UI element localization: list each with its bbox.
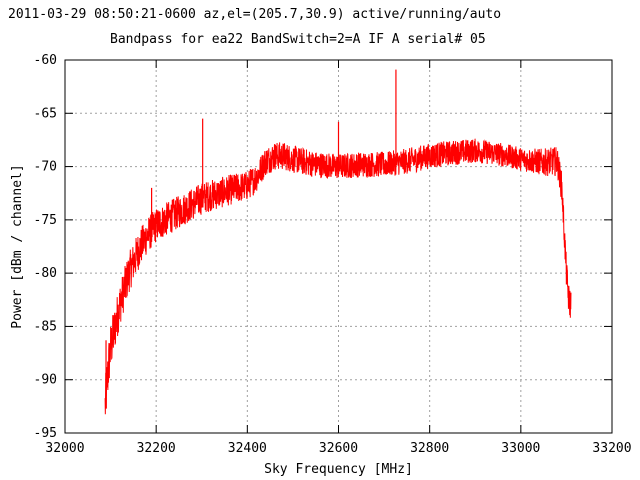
x-tick-label: 32000 — [45, 441, 84, 456]
y-tick-label: -80 — [34, 266, 57, 281]
y-tick-label: -95 — [34, 426, 57, 441]
y-tick-label: -70 — [34, 160, 57, 175]
y-tick-label: -65 — [34, 106, 57, 121]
x-tick-label: 32400 — [228, 441, 267, 456]
x-tick-label: 33000 — [501, 441, 540, 456]
y-tick-label: -60 — [34, 53, 57, 68]
y-tick-label: -85 — [34, 319, 57, 334]
x-tick-label: 32600 — [319, 441, 358, 456]
x-tick-label: 32200 — [137, 441, 176, 456]
x-tick-label: 33200 — [592, 441, 631, 456]
chart-title-line1: 2011-03-29 08:50:21-0600 az,el=(205.7,30… — [8, 7, 501, 22]
tick-group: 32000 32200 32400 32600 32800 33000 33200 -95 -9… — [34, 53, 632, 456]
series-group — [104, 69, 572, 415]
y-tick-label: -90 — [34, 373, 57, 388]
x-tick-label: 32800 — [410, 441, 449, 456]
chart-title-line2: Bandpass for ea22 BandSwitch=2=A IF A se… — [110, 32, 486, 47]
y-axis-label: Power [dBm / channel] — [10, 164, 25, 328]
x-axis-label: Sky Frequency [MHz] — [264, 462, 413, 477]
y-tick-label: -75 — [34, 213, 57, 228]
